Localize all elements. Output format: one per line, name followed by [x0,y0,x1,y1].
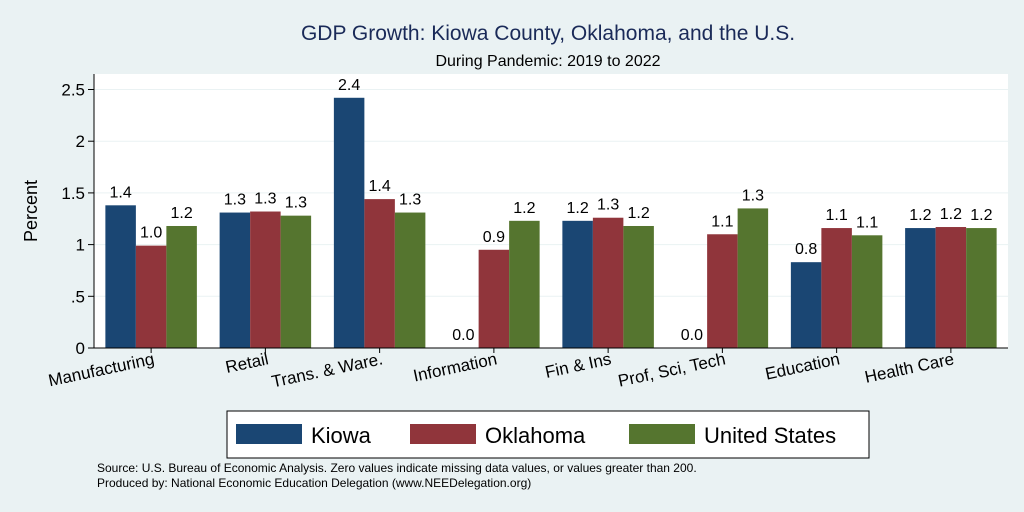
chart-subtitle: During Pandemic: 2019 to 2022 [435,53,660,70]
x-category-label: Prof, Sci, Tech [616,349,727,390]
bar [562,220,593,348]
bar [250,211,281,348]
y-tick-label: 1 [76,236,85,255]
legend-swatch [236,424,302,444]
bar [105,205,136,348]
bar-group: 1.4 1.0 1.2 1.3 1.3 1.3 2.4 1.4 1.3 0.0 0.9 1.2 1.2 1… [105,77,997,349]
data-label: 1.2 [970,207,992,224]
data-label: 1.2 [628,205,650,222]
x-category-label: Education [764,349,842,383]
data-label: 1.1 [856,214,878,231]
bar [623,225,654,348]
data-label: 1.3 [399,192,421,209]
x-axis: Manufacturing Retail Trans. & Ware. Informa… [47,347,1008,391]
data-label: 0.9 [483,229,505,246]
x-category-label: Manufacturing [47,349,156,390]
data-label: 1.2 [940,206,962,223]
data-label: 0.0 [681,327,703,344]
legend-swatch [410,424,476,444]
y-tick-label: 2 [76,132,85,151]
data-label: 1.2 [171,205,193,222]
x-category-label: Trans. & Ware. [270,349,385,391]
data-label: 1.3 [597,197,619,214]
data-label: 1.3 [285,195,307,212]
y-axis-label: Percent [21,180,41,242]
bar [905,228,936,348]
legend-label: United States [704,423,836,448]
legend-box [226,410,870,459]
bar [935,227,967,348]
bar [707,234,738,348]
bar [135,245,167,348]
legend-swatch [629,424,695,444]
y-tick-label: 2.5 [61,81,85,100]
bar [966,228,997,348]
bar [364,199,395,348]
x-category-label: Fin & Ins [543,349,613,382]
bar [478,249,510,348]
bar [851,235,883,348]
bar [790,262,822,348]
bar [333,97,365,349]
data-label: 1.3 [742,187,764,204]
data-label: 1.2 [909,207,931,224]
data-label: 2.4 [338,77,360,94]
bar [592,217,624,348]
y-axis: 0 .5 1 1.5 2 2.5 [61,74,95,358]
bar [219,212,251,348]
bar [166,225,197,348]
bar [737,208,769,348]
data-label: 0.8 [795,241,817,258]
data-label: 1.4 [369,178,391,195]
data-label: 1.2 [567,200,589,217]
chart-title: GDP Growth: Kiowa County, Oklahoma, and … [301,22,795,45]
data-label: 1.1 [826,207,848,224]
bar [280,215,312,348]
producer-note: Produced by: National Economic Education… [97,476,531,490]
x-category-label: Health Care [863,349,956,386]
x-category-label: Information [412,349,499,385]
data-label: 1.3 [224,192,246,209]
legend: Kiowa Oklahoma United States [226,410,870,459]
bar [821,228,852,348]
data-label: 1.2 [513,200,535,217]
y-tick-label: .5 [71,287,85,306]
x-category-label: Retail [224,349,270,377]
bar [509,220,540,348]
data-label: 1.3 [254,191,276,208]
data-label: 1.1 [711,213,733,230]
y-tick-label: 0 [76,339,85,358]
data-label: 1.0 [140,225,162,242]
data-label: 0.0 [452,327,474,344]
data-label: 1.4 [110,184,132,201]
y-tick-label: 1.5 [61,184,85,203]
legend-label: Oklahoma [485,423,586,448]
bar [394,212,426,348]
legend-label: Kiowa [311,423,372,448]
source-note: Source: U.S. Bureau of Economic Analysis… [97,461,697,475]
